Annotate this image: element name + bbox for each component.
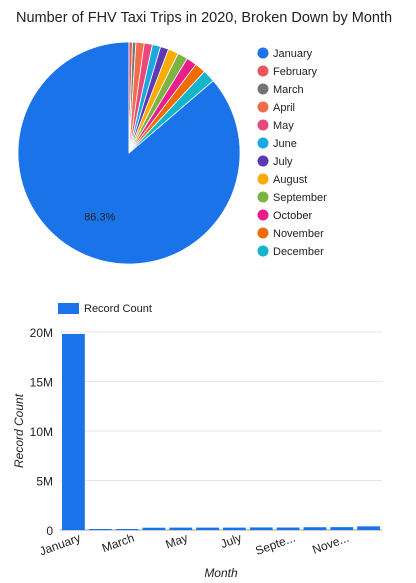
y-tick-label: 15M (30, 376, 53, 390)
y-tick-label: 5M (36, 475, 53, 489)
legend-item-january[interactable]: January (273, 48, 313, 60)
legend-marker-january (257, 47, 269, 59)
bar-december[interactable] (357, 526, 380, 530)
bar-october[interactable] (303, 527, 327, 530)
bar-september[interactable] (276, 527, 300, 530)
legend-item-november[interactable]: November (273, 228, 324, 240)
legend-marker-october (257, 209, 269, 221)
pie-chart: 86.3% (17, 41, 241, 265)
legend-item-july[interactable]: July (273, 156, 293, 168)
legend-marker-september (257, 191, 269, 203)
x-tick-label: May (164, 531, 190, 552)
x-tick-label: July (219, 531, 244, 551)
legend-item-april[interactable]: April (273, 102, 295, 114)
bar-legend-swatch (58, 303, 79, 314)
legend-marker-february (257, 65, 269, 77)
pie-legend: January February March April May June July Augu… (257, 47, 327, 258)
pie-slice-december[interactable] (128, 71, 214, 154)
bar-january[interactable] (62, 333, 85, 530)
legend-item-june[interactable]: June (273, 138, 297, 150)
legend-marker-november (257, 227, 269, 239)
x-axis-title: Month (204, 566, 238, 580)
legend-item-october[interactable]: October (273, 210, 312, 222)
bar-may[interactable] (169, 527, 193, 530)
x-tick-label: Nove... (310, 531, 351, 557)
y-tick-label: 10M (30, 425, 53, 439)
y-axis-title: Record Count (12, 393, 26, 468)
bar-february[interactable] (88, 529, 112, 530)
legend-marker-march (257, 83, 269, 95)
legend-item-march[interactable]: March (273, 84, 304, 96)
bar-chart: Record Count 0 5M 10M 15M 20M January March May J… (12, 303, 382, 580)
bar-legend-label[interactable]: Record Count (84, 303, 152, 315)
bar-july[interactable] (223, 527, 246, 530)
bar-august[interactable] (249, 527, 273, 530)
legend-item-september[interactable]: September (273, 192, 327, 204)
x-tick-label: Septe... (253, 531, 297, 558)
pie-data-label-january: 86.3% (84, 212, 115, 224)
legend-item-december[interactable]: December (273, 246, 324, 258)
y-tick-label: 0 (46, 524, 53, 538)
pie-chart-title: Number of FHV Taxi Trips in 2020, Broken… (16, 10, 393, 26)
legend-marker-may (257, 119, 269, 131)
legend-marker-december (257, 245, 269, 257)
bar-november[interactable] (330, 527, 354, 530)
legend-marker-august (257, 173, 269, 185)
legend-marker-july (257, 155, 269, 167)
bar-june[interactable] (196, 527, 219, 530)
x-tick-label: January (38, 531, 83, 559)
bar-march[interactable] (115, 529, 139, 530)
legend-marker-june (257, 137, 269, 149)
legend-item-february[interactable]: February (273, 66, 318, 78)
legend-item-august[interactable]: August (273, 174, 307, 186)
bar-april[interactable] (142, 527, 166, 530)
x-tick-label: March (100, 531, 136, 556)
y-tick-label: 20M (30, 326, 53, 340)
legend-marker-april (257, 101, 269, 113)
legend-item-may[interactable]: May (273, 120, 294, 132)
